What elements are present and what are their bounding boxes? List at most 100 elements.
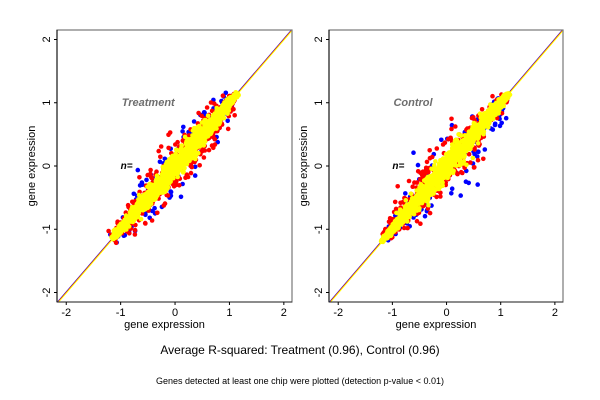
- data-point: [139, 202, 144, 208]
- data-point: [418, 190, 424, 195]
- data-point: [449, 116, 454, 122]
- y-tick-label: 2: [313, 36, 325, 42]
- data-point: [425, 176, 430, 181]
- data-point: [475, 157, 481, 163]
- data-point: [146, 185, 152, 191]
- scatter-panel-treatment: -2 -1 0 1 2 -2 -1 0 1 2 gene expression gene expres…: [26, 29, 293, 331]
- data-point: [499, 120, 505, 126]
- data-point: [148, 200, 154, 206]
- data-point: [403, 191, 408, 196]
- data-point: [464, 162, 469, 168]
- data-point: [447, 163, 453, 168]
- data-point: [143, 221, 148, 226]
- data-point: [193, 156, 198, 162]
- data-point: [479, 107, 485, 112]
- data-point: [382, 234, 387, 239]
- data-point: [411, 200, 417, 205]
- y-axis-label: gene expression: [298, 126, 310, 207]
- data-point: [440, 142, 446, 147]
- data-point: [145, 172, 150, 178]
- data-point: [188, 170, 194, 176]
- data-point: [436, 174, 442, 179]
- data-point: [427, 210, 433, 216]
- data-point: [392, 199, 398, 205]
- data-point: [137, 175, 142, 180]
- data-point: [201, 155, 207, 160]
- data-point: [395, 184, 401, 189]
- data-point: [179, 143, 184, 148]
- data-point: [418, 221, 423, 226]
- data-point: [405, 225, 410, 231]
- x-tick-label: 2: [552, 307, 558, 319]
- data-point: [163, 168, 169, 174]
- data-point: [427, 148, 433, 153]
- data-point: [182, 165, 187, 171]
- x-tick-label: 2: [281, 307, 287, 319]
- data-point: [185, 158, 191, 163]
- data-point: [466, 180, 472, 186]
- data-point: [437, 165, 442, 171]
- data-point: [191, 119, 197, 124]
- data-point: [449, 126, 454, 132]
- data-point: [197, 163, 202, 168]
- x-tick-label: -2: [61, 307, 71, 319]
- n-count-label: n=: [121, 161, 133, 172]
- data-point: [475, 182, 481, 187]
- data-point: [166, 132, 171, 138]
- data-point: [485, 119, 491, 125]
- data-point: [482, 117, 488, 123]
- data-point: [449, 191, 454, 196]
- data-point: [166, 145, 171, 151]
- data-point: [183, 141, 189, 146]
- data-point: [408, 191, 414, 196]
- data-point: [201, 143, 207, 148]
- data-point: [441, 168, 447, 174]
- data-point: [180, 170, 186, 175]
- data-point: [179, 159, 185, 165]
- data-point: [194, 125, 200, 131]
- data-point: [174, 147, 179, 153]
- x-tick-label: 0: [172, 307, 178, 319]
- data-point: [217, 121, 222, 127]
- y-tick-label: 0: [41, 163, 53, 169]
- data-point: [208, 100, 214, 105]
- data-point: [171, 184, 177, 189]
- data-point: [490, 127, 496, 132]
- data-point: [410, 184, 416, 189]
- data-point: [168, 189, 173, 194]
- data-point: [174, 161, 180, 167]
- data-point: [180, 129, 185, 134]
- data-point: [429, 154, 435, 160]
- data-point: [471, 115, 476, 120]
- panel-title: Treatment: [122, 97, 176, 109]
- caption-detection-note: Genes detected at least one chip were pl…: [156, 376, 444, 386]
- data-point: [457, 160, 463, 166]
- data-point: [149, 174, 154, 180]
- data-point: [418, 193, 424, 199]
- data-point: [449, 159, 455, 165]
- data-point: [470, 137, 475, 142]
- data-point: [185, 146, 191, 152]
- data-point: [458, 133, 464, 138]
- data-point: [121, 223, 126, 228]
- data-point: [478, 121, 483, 127]
- series-yellow: [109, 90, 241, 242]
- data-point: [130, 219, 136, 225]
- data-point: [129, 206, 134, 212]
- data-point: [422, 194, 428, 200]
- data-point: [458, 193, 464, 198]
- data-point: [155, 173, 160, 179]
- data-point: [426, 202, 431, 208]
- data-point: [204, 105, 210, 110]
- data-point: [431, 191, 436, 196]
- data-point: [178, 194, 184, 200]
- data-point: [144, 177, 149, 183]
- data-point: [426, 169, 431, 175]
- data-point: [151, 197, 157, 203]
- data-point: [193, 138, 198, 143]
- data-point: [453, 137, 458, 143]
- y-tick-label: 2: [41, 36, 53, 42]
- data-point: [149, 218, 155, 223]
- y-tick-label: 1: [313, 100, 325, 106]
